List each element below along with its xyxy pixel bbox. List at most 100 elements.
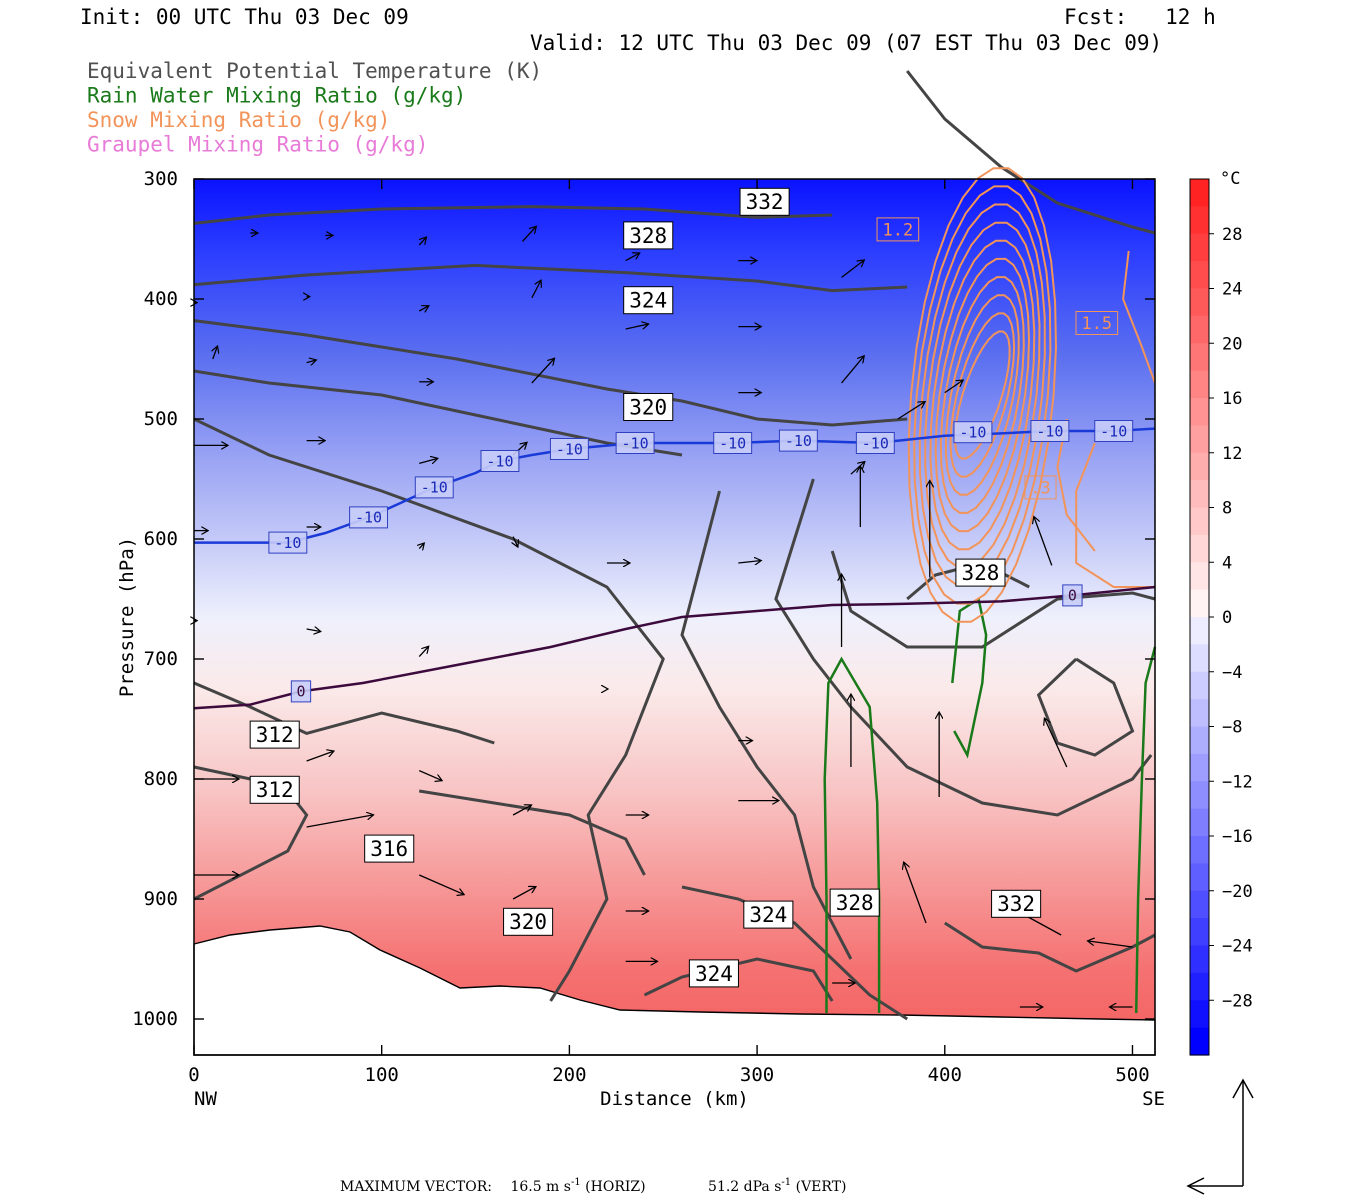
svg-text:312: 312 xyxy=(256,778,294,802)
legend-entry: Graupel Mixing Ratio (g/kg) xyxy=(87,133,428,157)
svg-text:0: 0 xyxy=(296,683,305,701)
theta_e-label: 332 xyxy=(739,187,790,216)
svg-text:312: 312 xyxy=(256,723,294,747)
colorbar-label: 12 xyxy=(1222,444,1242,464)
svg-text:320: 320 xyxy=(509,910,547,934)
colorbar-label: 0 xyxy=(1222,608,1232,628)
contour-line xyxy=(193,417,665,1002)
colorbar-cell xyxy=(1190,179,1209,207)
colorbar-cell xyxy=(1190,617,1209,645)
wind-vector xyxy=(512,887,535,900)
isotherm-label: -10 xyxy=(480,450,520,472)
colorbar-cell xyxy=(1190,343,1209,372)
y-tick-label: 300 xyxy=(144,168,178,190)
contour-line xyxy=(681,885,909,1021)
isotherm-label: -10 xyxy=(268,531,308,554)
colorbar-label: −24 xyxy=(1222,937,1253,957)
svg-text:-10: -10 xyxy=(719,434,746,452)
wind-vector xyxy=(531,281,541,299)
wind-vector xyxy=(419,544,423,549)
y-axis-label: Pressure (hPa) xyxy=(116,537,138,697)
isotherm-label: 0 xyxy=(1062,584,1083,607)
contour-line xyxy=(1056,418,1096,552)
colorbar-cell xyxy=(1190,562,1209,591)
y-tick-label: 500 xyxy=(144,408,178,430)
contour-line xyxy=(643,957,834,1002)
legend-entry: Equivalent Potential Temperature (K) xyxy=(87,59,542,83)
wind-vectors xyxy=(194,227,1133,1007)
legend-entry: Snow Mixing Ratio (g/kg) xyxy=(87,108,390,132)
isotherm-label: -10 xyxy=(349,506,389,529)
x-right-label: SE xyxy=(1142,1088,1165,1110)
colorbar-cell xyxy=(1190,206,1209,235)
theta_e-label: 312 xyxy=(249,775,300,804)
svg-text:320: 320 xyxy=(629,395,667,419)
isotherm-label: -10 xyxy=(549,438,589,460)
y-tick-label: 1000 xyxy=(132,1008,178,1030)
colorbar-label: 20 xyxy=(1222,334,1242,354)
init-time: Init: 00 UTC Thu 03 Dec 09 xyxy=(80,5,409,29)
snow-label: 1.2 xyxy=(876,217,920,242)
colorbar-cell xyxy=(1190,972,1209,1001)
isotherm-label: -10 xyxy=(953,421,993,444)
snow-label: 1.5 xyxy=(1075,311,1119,335)
contour-line xyxy=(951,596,988,759)
colorbar-cell xyxy=(1190,452,1209,481)
wind-vector xyxy=(625,253,639,262)
colorbar-cell xyxy=(1190,398,1209,426)
theta_e-label: 316 xyxy=(364,834,415,863)
colorbar-cell xyxy=(1190,1027,1209,1056)
contour-line xyxy=(193,263,908,293)
colorbar-label: 8 xyxy=(1222,499,1232,519)
contour-line xyxy=(823,656,881,1013)
wind-vector xyxy=(419,459,437,464)
wind-vector xyxy=(1034,517,1053,566)
theta_e-label: 320 xyxy=(623,393,674,421)
contour-line xyxy=(906,70,1156,235)
x-tick-label: 100 xyxy=(365,1064,399,1086)
colorbar-cell xyxy=(1190,480,1209,509)
reference-vector xyxy=(1186,1078,1254,1195)
theta_e-label: 320 xyxy=(503,907,554,936)
temperature-fill xyxy=(194,179,1155,1055)
wind-vector xyxy=(531,359,554,384)
colorbar-label: 24 xyxy=(1222,280,1242,300)
svg-text:-10: -10 xyxy=(785,432,812,450)
isotherm-label: 0 xyxy=(290,680,312,703)
wind-vector xyxy=(306,629,320,631)
contour-line xyxy=(830,550,1156,649)
wind-vector xyxy=(418,647,428,658)
contour-line xyxy=(934,257,1031,533)
svg-text:-10: -10 xyxy=(556,440,583,458)
y-tick-label: 900 xyxy=(144,888,178,910)
svg-text:-10: -10 xyxy=(1036,422,1063,440)
legend-entry: Rain Water Mixing Ratio (g/kg) xyxy=(87,84,466,108)
x-tick-label: 300 xyxy=(740,1064,774,1086)
wind-vector xyxy=(944,381,963,394)
y-tick-label: 400 xyxy=(144,288,178,310)
colorbar-label: −8 xyxy=(1222,718,1242,738)
svg-text:328: 328 xyxy=(629,224,667,248)
isotherm-label: -10 xyxy=(1030,420,1070,442)
contour-line xyxy=(1036,657,1135,757)
svg-text:-10: -10 xyxy=(862,434,889,452)
colorbar-cell xyxy=(1190,644,1209,673)
x-tick-label: 200 xyxy=(552,1064,586,1086)
svg-text:332: 332 xyxy=(997,892,1035,916)
colorbar-cell xyxy=(1190,671,1209,700)
axes: 300 400 500 600 700 800 900 1000 0 100 200 300 400 50… xyxy=(116,168,1165,1110)
colorbar-cell xyxy=(1190,726,1209,755)
colorbar-cell xyxy=(1190,945,1209,974)
legend: Equivalent Potential Temperature (K)Rain… xyxy=(87,59,542,157)
wind-vector xyxy=(306,815,373,828)
theta_e-label: 332 xyxy=(991,889,1042,918)
colorbar-label: −12 xyxy=(1222,772,1253,792)
contour-line xyxy=(193,585,1156,710)
x-tick-label: 500 xyxy=(1115,1064,1149,1086)
svg-text:-10: -10 xyxy=(274,534,301,552)
isotherm-label: -10 xyxy=(1094,420,1134,442)
contour-line xyxy=(924,221,1041,569)
contour-line xyxy=(774,478,1153,817)
contour-line xyxy=(907,167,1058,623)
